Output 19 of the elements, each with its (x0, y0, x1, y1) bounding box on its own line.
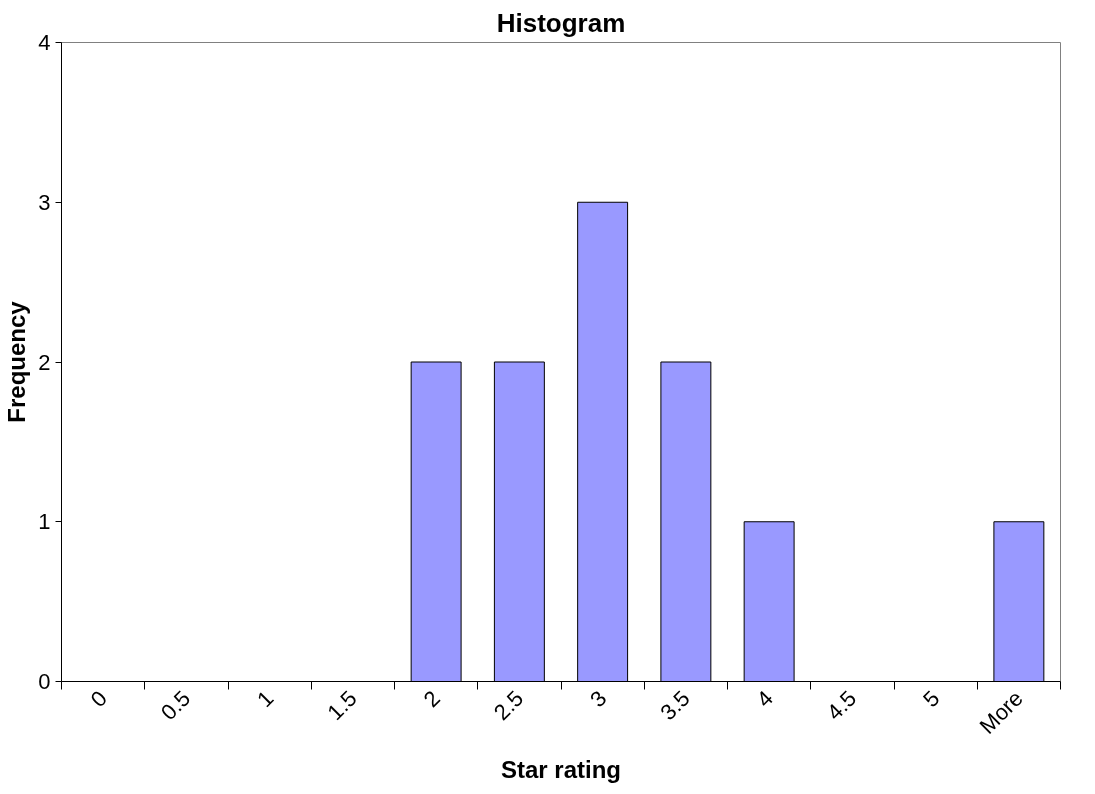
y-tick-label: 3 (38, 189, 51, 215)
y-tick-label: 4 (38, 30, 51, 55)
x-tick-label: 2 (418, 685, 445, 712)
x-tick-label: 3 (585, 685, 612, 712)
x-tick-label: 0.5 (155, 685, 196, 725)
x-tick-label: 4 (751, 685, 778, 712)
x-tick-label: 4.5 (821, 685, 862, 725)
y-axis-title: Frequency (3, 300, 31, 423)
y-tick-label: 1 (38, 509, 51, 535)
x-tick-label: 3.5 (655, 685, 695, 725)
chart-title: Histogram (496, 7, 626, 38)
x-tick-label: 1.5 (322, 685, 362, 725)
y-tick-label: 0 (38, 669, 51, 694)
x-tick-label: 0 (85, 685, 112, 712)
x-tick-label: 5 (918, 685, 945, 712)
y-tick-label: 2 (38, 349, 51, 375)
x-tick-label: 1 (252, 685, 279, 712)
x-axis-title: Star rating (500, 755, 622, 783)
x-tick-label: 2.5 (488, 685, 529, 725)
